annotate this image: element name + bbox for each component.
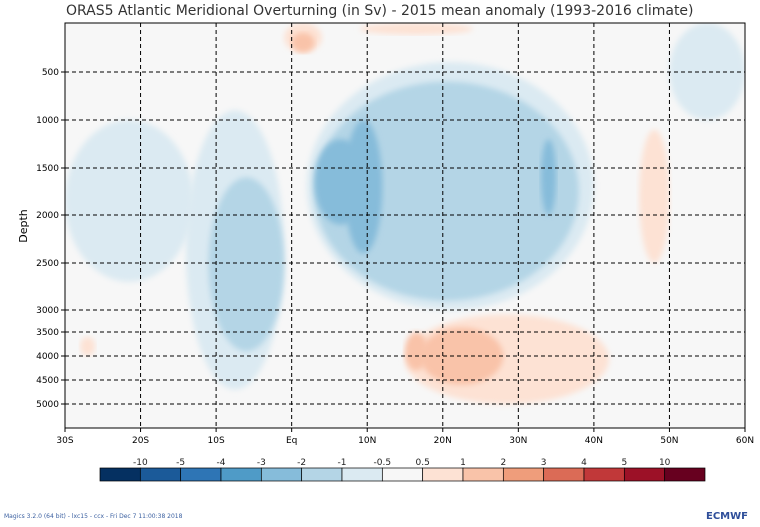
footer-text: Magics 3.2.0 (64 bit) - lxc15 - ccx - Fr… [4, 513, 183, 520]
anomaly-region [669, 23, 745, 120]
colorbar-label: -0.5 [374, 458, 392, 468]
x-tick-label: 30S [56, 436, 73, 446]
colorbar-label: 4 [581, 458, 587, 468]
colorbar-label: -5 [176, 458, 185, 468]
chart-title: ORAS5 Atlantic Meridional Overturning (i… [66, 3, 694, 19]
colorbar-label: 0.5 [416, 458, 430, 468]
y-tick-label: 4000 [36, 352, 59, 362]
y-tick-label: 1500 [36, 164, 59, 174]
y-tick-label: 3500 [36, 328, 59, 338]
x-tick-label: 20S [132, 436, 149, 446]
colorbar-swatch [99, 467, 141, 482]
colorbar-label: -2 [297, 458, 306, 468]
x-tick-label: 40N [585, 436, 603, 446]
y-tick-label: 1000 [36, 116, 59, 126]
colorbar-label: 2 [500, 458, 506, 468]
anomaly-region [208, 177, 285, 352]
ecmwf-logo: ECMWF [706, 511, 748, 522]
anomaly-region [639, 129, 670, 263]
colorbar-label: -1 [338, 458, 347, 468]
colorbar-swatch [462, 467, 504, 482]
anomaly-region [541, 139, 557, 216]
x-tick-label: 20N [434, 436, 452, 446]
colorbar-swatch [220, 467, 262, 482]
y-tick-label: 3000 [36, 306, 59, 316]
y-tick-label: 4500 [36, 376, 59, 386]
colorbar-swatch [543, 467, 585, 482]
anomaly-region [405, 332, 428, 371]
anomaly-region [80, 336, 96, 356]
x-tick-label: 50N [660, 436, 678, 446]
colorbar-swatch [260, 467, 303, 482]
y-axis-label: Depth [17, 209, 30, 243]
colorbar-label: -10 [133, 458, 148, 468]
plot-frame [64, 22, 746, 429]
x-tick-label: 30N [509, 436, 527, 446]
colorbar-swatch [180, 467, 222, 482]
colorbar-swatch [502, 467, 545, 482]
y-tick-label: 500 [42, 68, 59, 78]
colorbar-swatch [422, 467, 464, 482]
y-tick-label: 2500 [36, 259, 59, 269]
colorbar-label: -3 [257, 458, 266, 468]
x-tick-label: 10N [358, 436, 376, 446]
y-tick-label: 5000 [36, 400, 59, 410]
anomaly-region [420, 327, 504, 385]
colorbar-label: 3 [541, 458, 547, 468]
anomaly-region [314, 81, 579, 301]
x-tick-label: 10S [208, 436, 225, 446]
anomaly-region [65, 119, 194, 282]
colorbar-label: 1 [460, 458, 466, 468]
colorbar-swatch [583, 467, 625, 482]
colorbar-swatch [301, 467, 343, 482]
colorbar-swatch [341, 467, 383, 482]
x-tick-label: 60N [736, 436, 754, 446]
x-tick-label: Eq [286, 436, 297, 446]
colorbar-swatch [139, 467, 182, 482]
colorbar-label: -4 [217, 458, 226, 468]
colorbar-label: 5 [621, 458, 627, 468]
anomaly-region [359, 23, 474, 35]
colorbar-swatch [381, 467, 424, 482]
anomaly-region [344, 120, 383, 254]
y-tick-label: 2000 [36, 211, 59, 221]
colorbar-swatch [623, 467, 666, 482]
colorbar-swatch [664, 467, 706, 482]
anomaly-region [291, 32, 315, 53]
colorbar-label: 10 [659, 458, 671, 468]
